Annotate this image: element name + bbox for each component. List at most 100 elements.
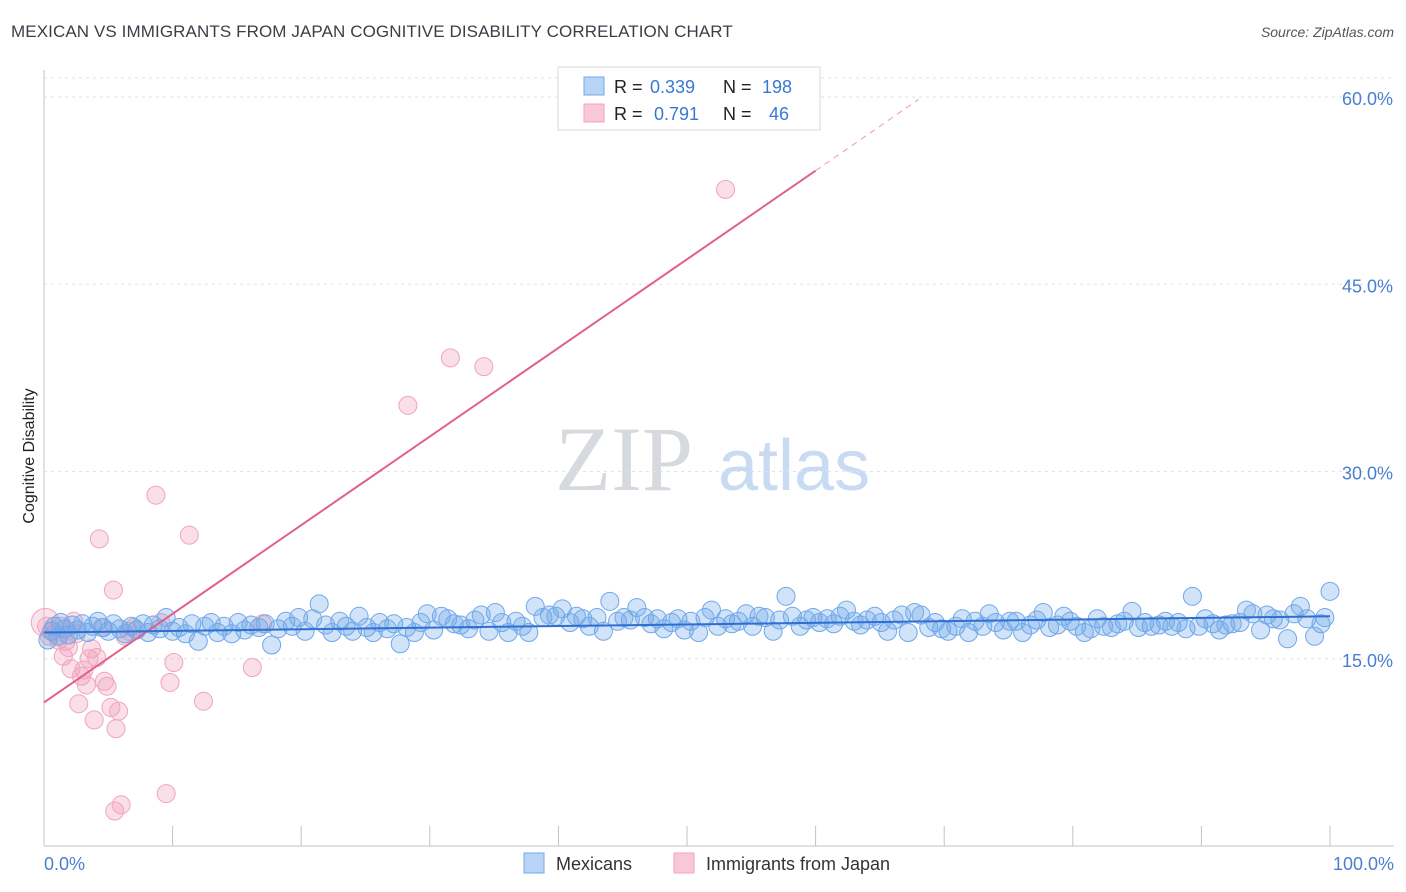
x-tick-label-max: 100.0% xyxy=(1333,854,1394,874)
point-japan xyxy=(109,701,129,721)
point-japan xyxy=(440,348,460,368)
point-japan xyxy=(106,719,126,739)
point-mexicans xyxy=(959,623,979,643)
point-mexicans xyxy=(1263,609,1283,629)
legend-r-label-japan: R = xyxy=(614,104,643,124)
point-mexicans xyxy=(309,594,329,614)
point-mexicans xyxy=(1114,611,1134,631)
gridlines xyxy=(44,77,1394,660)
point-mexicans xyxy=(573,609,593,629)
point-mexicans xyxy=(1270,610,1290,630)
point-mexicans xyxy=(1315,608,1335,628)
bottom-legend-mexicans: Mexicans xyxy=(556,854,632,874)
trend-line-mexicans xyxy=(43,615,1331,634)
point-japan xyxy=(242,657,262,677)
point-japan xyxy=(164,652,184,672)
y-axis-label: Cognitive Disability xyxy=(21,388,38,523)
point-japan xyxy=(179,525,199,545)
point-mexicans xyxy=(1040,618,1060,638)
point-mexicans xyxy=(88,611,108,631)
point-mexicans xyxy=(824,614,844,634)
legend-swatch-japan xyxy=(583,103,605,123)
point-japan xyxy=(82,639,102,659)
point-japan xyxy=(97,676,117,696)
point-mexicans xyxy=(1094,616,1114,636)
point-japan xyxy=(105,801,125,821)
point-mexicans xyxy=(1278,629,1298,649)
y-tick-labels: 15.0% 30.0% 45.0% 60.0% xyxy=(1342,89,1393,671)
point-mexicans xyxy=(1216,615,1236,635)
point-japan xyxy=(716,179,736,199)
bottom-legend-swatch-japan xyxy=(673,852,695,874)
point-mexicans xyxy=(370,613,390,633)
point-mexicans xyxy=(749,606,769,626)
point-mexicans xyxy=(986,613,1006,633)
watermark-atlas: atlas xyxy=(718,426,870,506)
point-mexicans xyxy=(1162,616,1182,636)
point-mexicans xyxy=(770,610,790,630)
bottom-legend-japan: Immigrants from Japan xyxy=(706,854,890,874)
point-mexicans xyxy=(485,603,505,623)
point-mexicans xyxy=(763,621,783,641)
point-mexicans xyxy=(336,616,356,636)
y-tick-label: 45.0% xyxy=(1342,276,1393,296)
legend-n-value-mexicans: 198 xyxy=(762,77,792,97)
point-mexicans xyxy=(647,609,667,629)
x-tick-label-min: 0.0% xyxy=(44,854,85,874)
point-mexicans xyxy=(1067,616,1087,636)
point-mexicans xyxy=(593,621,613,641)
y-tick-label: 60.0% xyxy=(1342,89,1393,109)
point-mexicans xyxy=(836,600,856,620)
point-mexicans xyxy=(1054,606,1074,626)
point-japan xyxy=(193,691,213,711)
point-mexicans xyxy=(58,625,78,645)
point-mexicans xyxy=(898,623,918,643)
trend-line-japan xyxy=(43,169,817,704)
point-mexicans xyxy=(1074,623,1094,643)
point-japan xyxy=(398,395,418,415)
trend-line-japan-extension xyxy=(815,99,919,172)
point-japan xyxy=(74,660,94,680)
point-mexicans xyxy=(249,618,269,638)
point-mexicans xyxy=(115,624,135,644)
x-ticks xyxy=(43,826,1331,846)
point-mexicans xyxy=(498,623,518,643)
y-tick-label: 30.0% xyxy=(1342,464,1393,484)
point-mexicans xyxy=(1141,616,1161,636)
point-japan xyxy=(89,529,109,549)
point-mexicans xyxy=(782,606,802,626)
point-japan xyxy=(474,357,494,377)
point-mexicans xyxy=(62,615,82,635)
point-mexicans xyxy=(776,586,796,606)
point-japan xyxy=(69,694,89,714)
point-mexicans xyxy=(627,598,647,618)
point-mexicans xyxy=(681,611,701,631)
source-label: Source: ZipAtlas.com xyxy=(1260,24,1394,40)
bottom-legend-swatch-mexicans xyxy=(523,852,545,874)
point-mexicans xyxy=(330,611,350,631)
point-mexicans xyxy=(851,615,871,635)
point-mexicans xyxy=(262,635,282,655)
point-mexicans xyxy=(1284,604,1304,624)
point-mexicans xyxy=(1122,601,1142,621)
point-japan xyxy=(94,671,114,691)
legend: R = 0.339 N = 198 R = 0.791 N = 46 xyxy=(557,66,821,131)
point-japan xyxy=(76,675,96,695)
point-mexicans xyxy=(471,605,491,625)
point-mexicans xyxy=(349,606,369,626)
point-mexicans xyxy=(708,616,728,636)
point-mexicans xyxy=(1290,596,1310,616)
point-japan xyxy=(87,648,107,668)
point-japan xyxy=(84,710,104,730)
point-mexicans xyxy=(417,604,437,624)
point-mexicans xyxy=(1013,623,1033,643)
point-japan xyxy=(160,672,180,692)
point-mexicans xyxy=(201,613,221,633)
point-mexicans xyxy=(1305,626,1325,646)
point-japan xyxy=(146,485,166,505)
legend-n-label-japan: N = xyxy=(723,104,752,124)
point-mexicans xyxy=(973,616,993,636)
chart-title: MEXICAN VS IMMIGRANTS FROM JAPAN COGNITI… xyxy=(11,22,733,41)
legend-r-value-japan: 0.791 xyxy=(654,104,699,124)
